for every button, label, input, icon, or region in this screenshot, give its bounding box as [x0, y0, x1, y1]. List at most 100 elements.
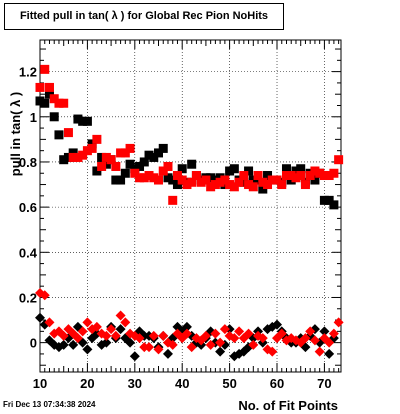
data-point-series-0 [225, 166, 235, 176]
data-point-series-1 [144, 171, 154, 181]
x-tick-label: 60 [270, 376, 284, 391]
data-point-series-0 [116, 175, 126, 185]
data-point-series-3 [248, 339, 259, 350]
data-point-series-1 [187, 177, 197, 187]
data-point-series-0 [281, 164, 291, 174]
data-point-series-1 [120, 148, 130, 158]
data-point-series-0 [158, 143, 168, 153]
data-point-series-0 [125, 159, 135, 169]
data-point-series-1 [49, 94, 59, 104]
data-point-series-1 [210, 180, 220, 190]
data-point-series-3 [229, 333, 240, 344]
data-point-series-1 [305, 171, 315, 181]
data-point-series-3 [215, 337, 226, 348]
data-point-series-3 [115, 310, 126, 321]
data-point-series-3 [91, 321, 102, 332]
data-point-series-3 [219, 324, 230, 335]
data-point-series-1 [310, 166, 320, 176]
data-point-series-1 [44, 82, 54, 92]
data-point-series-3 [200, 330, 211, 341]
data-point-series-3 [305, 326, 316, 337]
data-point-series-2 [58, 339, 69, 350]
data-point-series-3 [44, 317, 55, 328]
data-point-series-0 [149, 152, 159, 162]
data-point-series-0 [177, 164, 187, 174]
data-point-series-3 [186, 342, 197, 353]
data-point-series-2 [324, 348, 335, 359]
chart-title: Fitted pull in tan( λ ) for Global Rec P… [4, 3, 284, 30]
x-tick-label: 40 [175, 376, 189, 391]
data-point-series-2 [319, 326, 330, 337]
data-point-series-0 [40, 98, 50, 108]
data-point-series-1 [92, 134, 102, 144]
data-point-series-3 [333, 317, 344, 328]
data-point-series-2 [82, 344, 93, 355]
data-point-series-0 [210, 175, 220, 185]
data-point-series-0 [239, 177, 249, 187]
y-tick-label: 0 [30, 336, 37, 351]
y-tick-label: 0.8 [19, 155, 37, 170]
x-tick-label: 20 [80, 376, 94, 391]
data-point-series-1 [206, 182, 216, 192]
data-point-series-1 [229, 182, 239, 192]
data-point-series-0 [54, 130, 64, 140]
data-point-series-1 [239, 171, 249, 181]
data-point-series-3 [58, 330, 69, 341]
data-point-series-3 [158, 330, 169, 341]
x-tick-label: 70 [317, 376, 331, 391]
data-point-series-1 [125, 143, 135, 153]
data-point-series-0 [229, 164, 239, 174]
data-point-series-0 [319, 195, 329, 205]
y-tick-label: 0.2 [19, 290, 37, 305]
data-point-series-0 [168, 175, 178, 185]
data-point-series-0 [49, 112, 59, 122]
data-point-series-1 [277, 180, 287, 190]
data-point-series-0 [130, 164, 140, 174]
data-point-series-2 [129, 351, 140, 362]
data-point-series-1 [182, 180, 192, 190]
data-point-series-1 [281, 171, 291, 181]
data-point-series-1 [215, 177, 225, 187]
data-point-series-1 [248, 182, 258, 192]
data-point-series-2 [125, 337, 136, 348]
data-point-series-0 [82, 116, 92, 126]
data-point-series-1 [329, 168, 339, 178]
data-point-series-0 [244, 166, 254, 176]
data-point-series-0 [263, 171, 273, 181]
data-point-series-3 [257, 333, 268, 344]
data-point-series-1 [191, 171, 201, 181]
data-point-series-2 [181, 321, 192, 332]
plot-frame [39, 39, 342, 373]
data-point-series-1 [300, 180, 310, 190]
x-tick-label: 30 [128, 376, 142, 391]
data-point-series-3 [144, 342, 155, 353]
data-point-series-0 [139, 157, 149, 167]
data-point-series-3 [205, 339, 216, 350]
y-tick-label: 0.6 [19, 200, 37, 215]
data-point-series-0 [63, 152, 73, 162]
data-point-series-1 [272, 175, 282, 185]
data-point-series-3 [328, 328, 339, 339]
data-point-series-3 [110, 330, 121, 341]
data-point-series-3 [153, 344, 164, 355]
data-point-series-2 [35, 312, 45, 323]
data-point-series-3 [82, 317, 93, 328]
axis-ticks: 10 20 30 40 50 60 70 0 0.2 0.4 0.6 0.8 1 1.2 [19, 40, 341, 391]
data-point-series-1 [220, 175, 230, 185]
data-point-series-0 [97, 152, 107, 162]
data-point-series-0 [172, 180, 182, 190]
data-point-series-3 [324, 337, 335, 348]
data-point-series-3 [120, 317, 131, 328]
data-point-series-0 [324, 195, 334, 205]
data-point-series-3 [72, 333, 83, 344]
data-point-series-3 [101, 330, 112, 341]
data-point-series-1 [59, 98, 69, 108]
data-point-series-0 [296, 164, 306, 174]
data-point-series-0 [187, 159, 197, 169]
data-point-series-1 [111, 161, 121, 171]
data-point-series-1 [319, 171, 329, 181]
data-point-series-0 [101, 159, 111, 169]
data-point-series-1 [324, 171, 334, 181]
data-point-series-0 [44, 89, 54, 99]
